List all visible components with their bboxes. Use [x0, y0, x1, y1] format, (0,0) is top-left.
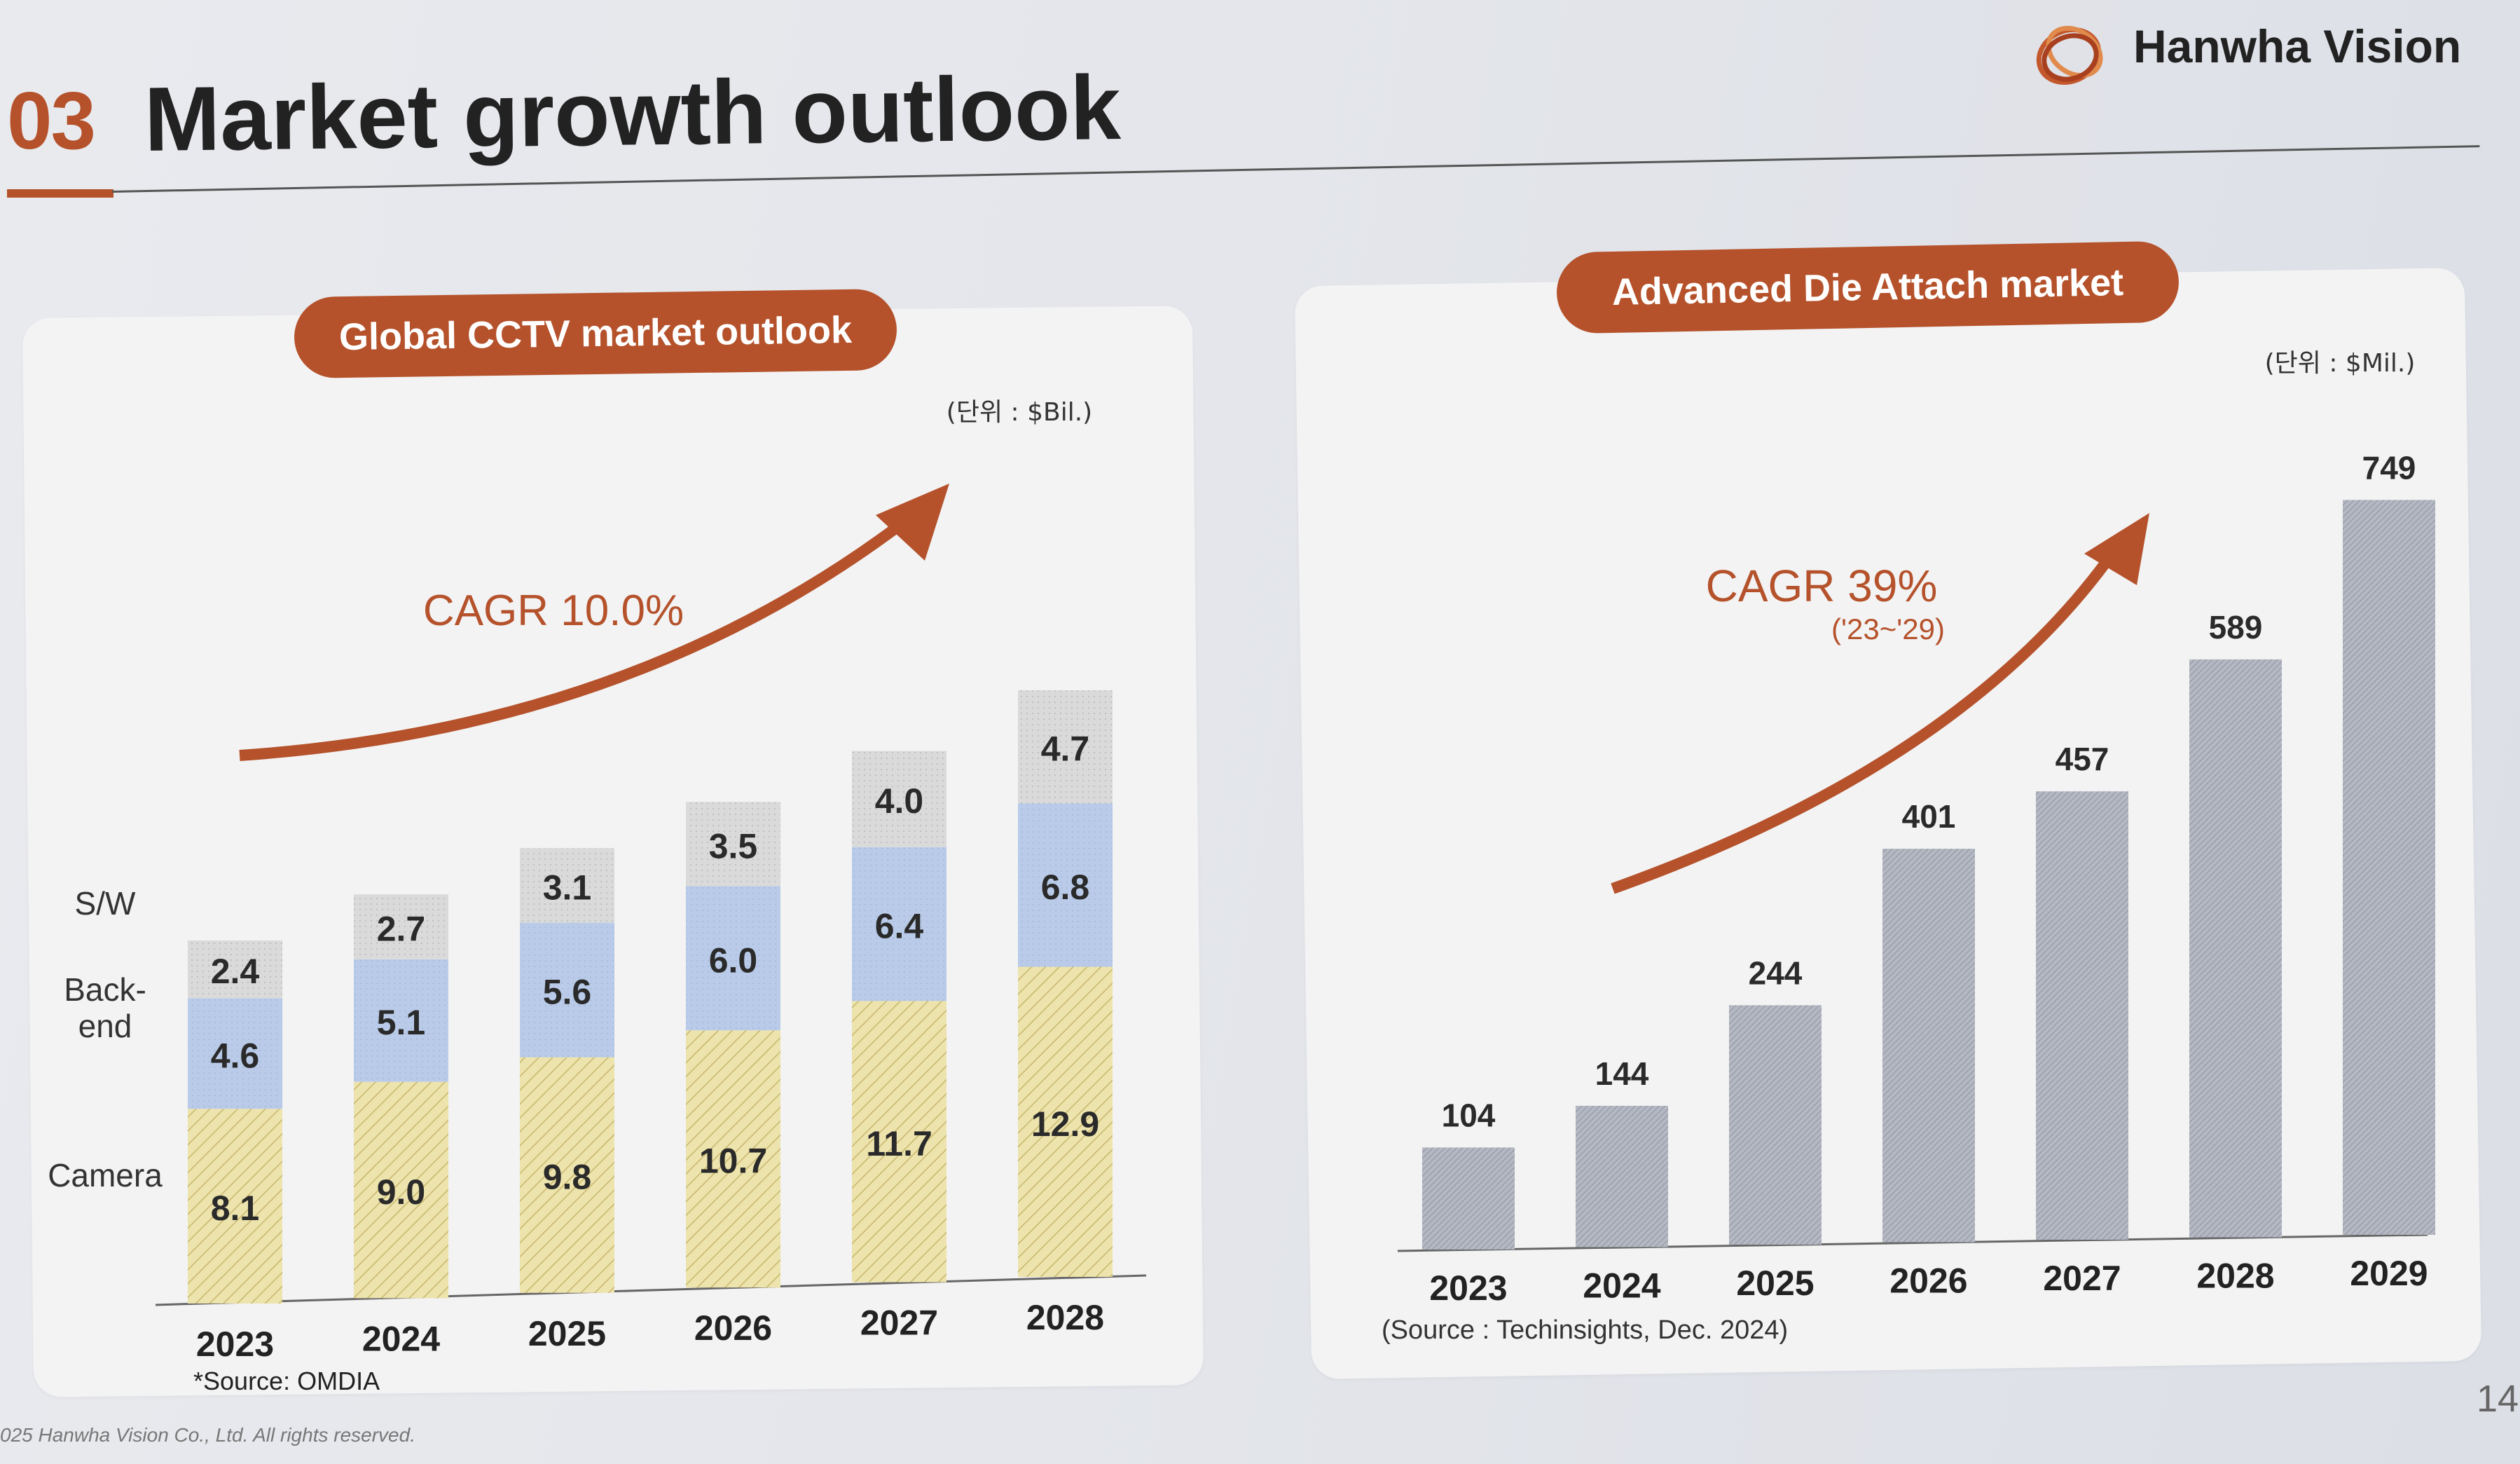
cctv-value-label: 12.9: [1031, 1104, 1099, 1144]
cctv-value-label: 6.0: [709, 940, 758, 980]
cctv-value-label: 10.7: [699, 1142, 767, 1181]
cctv-unit-label: (단위 : $Bil.): [946, 398, 1092, 427]
cctv-growth-arrowhead: [876, 484, 949, 561]
die-attach-bar-2028: [2189, 659, 2282, 1238]
die-attach-bar-2029: [2343, 500, 2435, 1235]
cctv-value-label: 9.0: [377, 1172, 426, 1212]
cctv-bar-camera-2028: [1018, 966, 1113, 1277]
die-attach-value-label: 401: [1902, 798, 1956, 835]
die-attach-source: (Source : Techinsights, Dec. 2024): [1382, 1315, 1788, 1345]
cctv-value-label: 2.4: [211, 952, 260, 991]
cctv-value-label: 6.8: [1041, 868, 1090, 907]
cctv-growth-arrow: [239, 517, 907, 761]
page-number: 14: [2477, 1378, 2519, 1420]
cctv-value-label: 4.6: [211, 1036, 260, 1075]
die-attach-value-label: 144: [1595, 1055, 1649, 1092]
cctv-legend-backend: end: [78, 1008, 132, 1044]
cctv-bar-camera-2026: [686, 1030, 780, 1288]
cctv-value-label: 8.1: [211, 1189, 260, 1228]
cctv-bar-sw-2024: [354, 894, 448, 959]
die-attach-x-tick-2028: 2028: [2196, 1257, 2274, 1296]
cctv-value-label: 4.0: [875, 781, 924, 821]
cctv-value-label: 3.5: [709, 826, 758, 866]
cctv-value-label: 11.7: [866, 1124, 932, 1163]
die-attach-bar-2025: [1729, 1005, 1822, 1245]
cctv-value-label: 9.8: [543, 1158, 592, 1197]
cctv-bar-backend-2026: [686, 886, 780, 1031]
cctv-x-tick-2027: 2027: [860, 1304, 938, 1343]
cctv-bar-sw-2023: [188, 940, 282, 999]
cctv-legend-backend: Back-: [64, 971, 146, 1008]
die-attach-bar-2023: [1422, 1147, 1515, 1250]
brand-logo: Hanwha Vision: [2028, 13, 2491, 97]
die-attach-x-tick-2023: 2023: [1429, 1268, 1507, 1308]
cctv-value-label: 5.6: [543, 973, 592, 1012]
cctv-value-label: 5.1: [377, 1003, 426, 1042]
cctv-bar-backend-2023: [188, 998, 282, 1109]
die-attach-value-label: 457: [2056, 741, 2109, 777]
die-attach-cagr-label: CAGR 39%: [1706, 561, 1938, 611]
die-attach-bar-2024: [1576, 1105, 1668, 1247]
die-attach-value-label: 244: [1749, 955, 1803, 991]
cctv-bar-backend-2027: [852, 847, 946, 1001]
cctv-bar-backend-2024: [354, 959, 448, 1082]
cctv-legend-camera: Camera: [48, 1157, 163, 1193]
die-attach-bar-2026: [1882, 849, 1975, 1243]
die-attach-x-tick-2026: 2026: [1889, 1261, 1967, 1301]
cctv-cagr-label: CAGR 10.0%: [423, 587, 684, 635]
die-attach-unit-label: (단위 : $Mil.): [2265, 349, 2416, 378]
die-attach-x-tick-2024: 2024: [1583, 1266, 1660, 1306]
cctv-bar-backend-2025: [520, 922, 614, 1058]
die-attach-value-label: 749: [2362, 449, 2416, 486]
cctv-bar-backend-2028: [1018, 803, 1113, 967]
cctv-bar-camera-2023: [188, 1109, 282, 1304]
cctv-x-tick-2024: 2024: [362, 1319, 440, 1358]
cctv-value-label: 2.7: [377, 909, 426, 948]
die-attach-x-tick-2029: 2029: [2350, 1254, 2428, 1293]
copyright-footer: 025 Hanwha Vision Co., Ltd. All rights r…: [0, 1424, 415, 1446]
cctv-bar-sw-2028: [1018, 690, 1113, 804]
die-attach-x-tick-2025: 2025: [1736, 1264, 1814, 1303]
section-underline: [7, 189, 113, 198]
cctv-bar-sw-2025: [520, 848, 614, 923]
die-attach-growth-arrow: [1611, 550, 2117, 894]
die-attach-cagr-period: ('23~'29): [1831, 613, 1945, 645]
cctv-x-tick-2026: 2026: [694, 1308, 772, 1348]
cctv-value-label: 4.7: [1041, 730, 1090, 769]
die-attach-value-label: 589: [2209, 609, 2263, 645]
cctv-x-tick-2025: 2025: [528, 1314, 606, 1353]
cctv-legend-sw: S/W: [75, 885, 136, 922]
die-attach-x-axis: [1397, 1233, 2428, 1252]
cctv-bar-camera-2027: [852, 1001, 946, 1282]
hanwha-logo-icon: [2036, 25, 2103, 85]
brand-name: Hanwha Vision: [2133, 20, 2462, 72]
cctv-x-tick-2028: 2028: [1026, 1298, 1104, 1337]
cctv-bar-camera-2024: [354, 1081, 448, 1299]
cctv-x-tick-2023: 2023: [196, 1325, 274, 1364]
cctv-source: *Source: OMDIA: [193, 1367, 380, 1395]
die-attach-growth-arrowhead: [2084, 513, 2149, 585]
die-attach-x-tick-2027: 2027: [2043, 1259, 2121, 1298]
cctv-value-label: 6.4: [875, 907, 924, 946]
cctv-value-label: 3.1: [543, 868, 592, 907]
cctv-bar-sw-2027: [852, 751, 946, 847]
cctv-bar-sw-2026: [686, 802, 780, 887]
die-attach-value-label: 104: [1442, 1097, 1496, 1133]
cctv-x-axis: [155, 1274, 1147, 1306]
section-number: 03: [7, 75, 96, 166]
cctv-bar-camera-2025: [520, 1057, 614, 1293]
die-attach-bar-2027: [2036, 791, 2128, 1240]
